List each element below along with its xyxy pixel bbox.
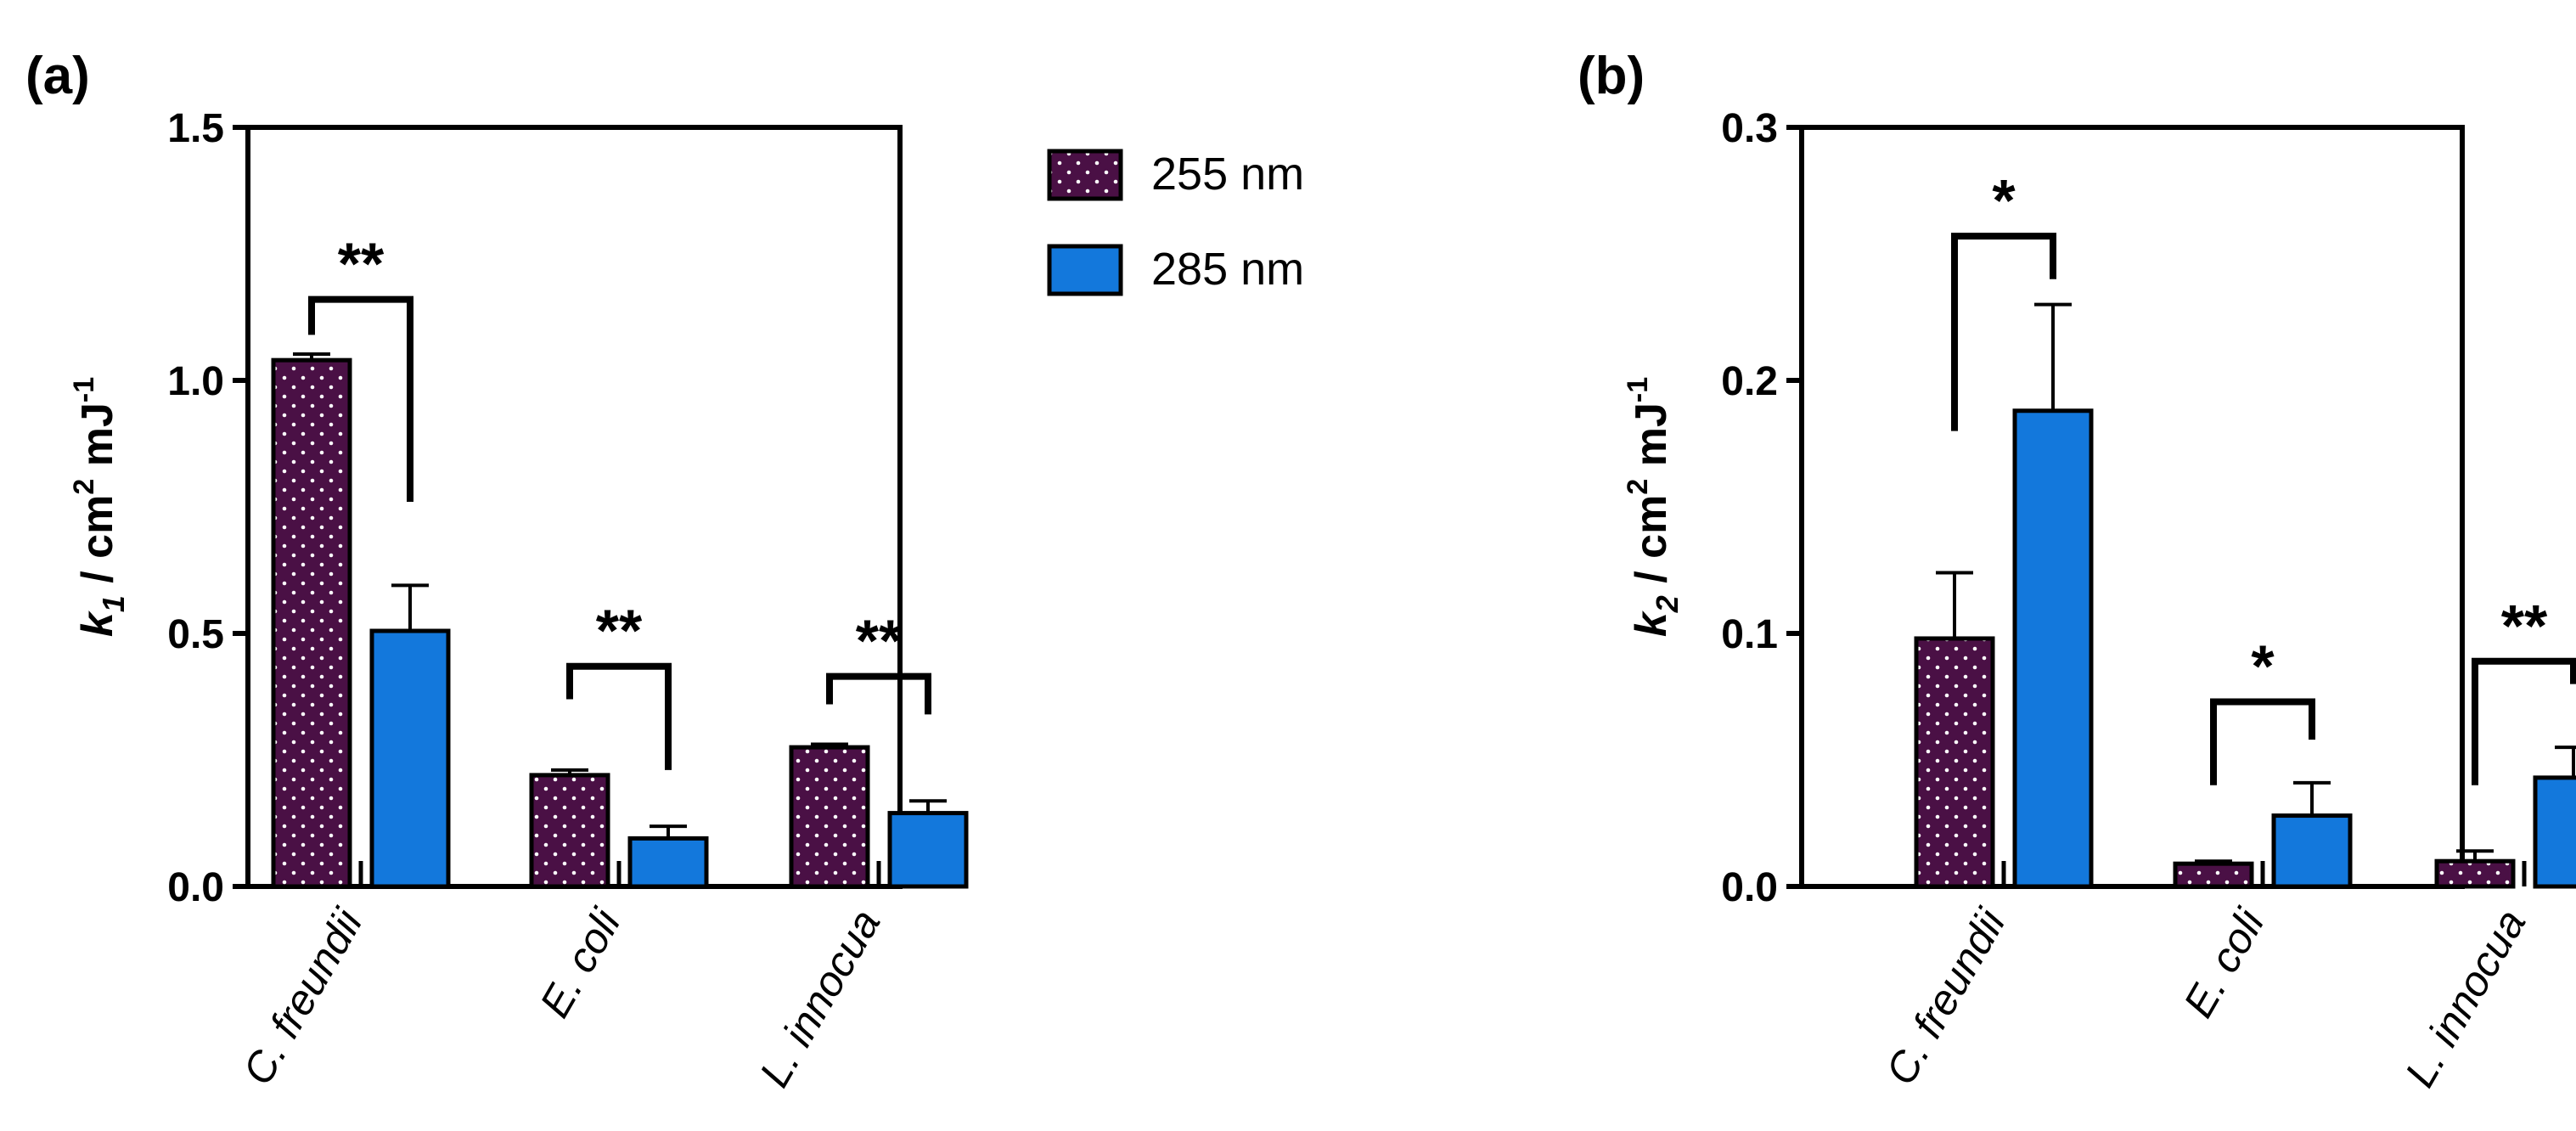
y-axis-label: k2 / cm2 mJ-1 xyxy=(1622,377,1685,637)
bar-285nm xyxy=(2271,813,2353,889)
y-tick-label: 0.1 xyxy=(1721,612,1778,657)
y-tick-label: 0.2 xyxy=(1721,359,1778,404)
y-label-unit-2: mJ xyxy=(1627,402,1676,479)
y-tick-label: 0.5 xyxy=(167,612,224,657)
category-label: L. innocua xyxy=(2396,902,2535,1095)
significance-label: ** xyxy=(338,231,385,297)
bar-255nm xyxy=(529,773,610,889)
significance-label: * xyxy=(2251,633,2275,699)
y-label-variable: k xyxy=(73,610,122,637)
bar-255nm xyxy=(789,745,870,889)
bar-285nm xyxy=(627,836,709,889)
significance-bracket xyxy=(2472,657,2576,785)
bar-255nm xyxy=(1914,636,1995,889)
y-label-subscript: 1 xyxy=(96,595,131,612)
category-label: C. freundii xyxy=(233,900,372,1093)
legend: 255 nm 285 nm xyxy=(1047,149,1304,296)
y-label-unit: / cm xyxy=(73,495,122,596)
category-label: L. innocua xyxy=(751,902,890,1095)
panel-label: (b) xyxy=(1578,47,1645,105)
significance-bracket xyxy=(2210,698,2315,785)
y-label-unit-2-superscript: -1 xyxy=(68,377,100,402)
bar-255nm xyxy=(2434,858,2516,889)
y-tick-label: 0.0 xyxy=(1721,865,1778,910)
panel-label: (a) xyxy=(25,47,90,105)
plot-frame xyxy=(1799,125,2465,889)
chart-panel-b: (b)0.00.10.20.3k2 / cm2 mJ-1C. freundii*… xyxy=(1578,47,2576,1094)
bar-285nm xyxy=(2012,408,2094,889)
y-tick-label: 1.0 xyxy=(167,359,224,404)
y-tick-label: 1.5 xyxy=(167,106,224,151)
y-axis-label: k1 / cm2 mJ-1 xyxy=(68,377,131,637)
significance-label: ** xyxy=(2501,593,2548,659)
y-label-subscript: 2 xyxy=(1650,595,1685,613)
category-label: E. coli xyxy=(2174,900,2275,1026)
category-label: E. coli xyxy=(531,900,631,1026)
significance-label: * xyxy=(1992,167,2016,234)
bar-285nm xyxy=(887,811,969,889)
significance-bracket xyxy=(308,295,413,503)
y-label-unit-2: mJ xyxy=(73,402,122,479)
bar-285nm xyxy=(2533,775,2576,889)
significance-bracket xyxy=(1951,233,2056,431)
legend-label-285nm: 285 nm xyxy=(1151,244,1304,295)
significance-label: ** xyxy=(856,608,903,674)
y-label-unit-superscript: 2 xyxy=(68,479,100,495)
legend-swatch-285nm xyxy=(1047,244,1123,296)
legend-label-255nm: 255 nm xyxy=(1151,149,1304,200)
bar-285nm xyxy=(369,628,451,889)
category-label: C. freundii xyxy=(1876,900,2015,1093)
chart-panel-a: (a) 0.0 0.5 1.0 1.5 k1 / cm2 mJ-1 C. freundii *… xyxy=(25,47,969,1095)
y-label-variable: k xyxy=(1627,610,1676,637)
y-tick-label: 0.3 xyxy=(1721,106,1778,151)
significance-bracket xyxy=(826,672,931,715)
significance-label: ** xyxy=(596,598,643,664)
y-label-unit-superscript: 2 xyxy=(1622,479,1654,495)
legend-swatch-255nm xyxy=(1047,149,1123,201)
bar-255nm xyxy=(271,357,352,889)
y-label-unit-2-superscript: -1 xyxy=(1622,377,1654,402)
bar-255nm xyxy=(2173,861,2254,889)
y-tick-label: 0.0 xyxy=(167,865,224,910)
y-label-unit: / cm xyxy=(1627,495,1676,596)
significance-bracket xyxy=(566,662,672,770)
